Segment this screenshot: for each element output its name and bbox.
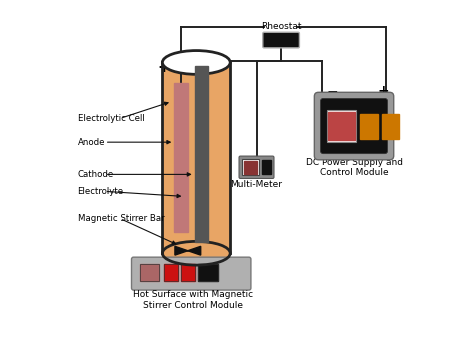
Bar	[181, 264, 195, 281]
Polygon shape	[175, 246, 201, 255]
Bar	[198, 264, 219, 281]
Bar	[360, 114, 378, 139]
Text: Electrolyte: Electrolyte	[78, 187, 124, 196]
Text: −: −	[326, 84, 338, 98]
Text: Cathode: Cathode	[78, 170, 114, 179]
Bar	[382, 114, 399, 139]
Text: +: +	[377, 84, 389, 98]
FancyBboxPatch shape	[239, 156, 274, 179]
Text: DC Power Supply and
Control Module: DC Power Supply and Control Module	[306, 158, 402, 177]
Bar	[174, 83, 188, 232]
FancyBboxPatch shape	[131, 257, 251, 290]
Bar	[242, 159, 258, 175]
Ellipse shape	[163, 241, 230, 265]
Text: Electrolytic Cell: Electrolytic Cell	[78, 114, 144, 123]
Text: +: +	[158, 60, 171, 75]
FancyBboxPatch shape	[320, 98, 388, 154]
Bar	[164, 264, 178, 281]
Text: −: −	[196, 67, 209, 82]
Bar	[140, 264, 159, 281]
Text: Hot Surface with Magnetic
Stirrer Control Module: Hot Surface with Magnetic Stirrer Contro…	[133, 290, 253, 310]
Bar	[181, 264, 195, 281]
Ellipse shape	[163, 51, 230, 74]
Bar	[164, 264, 178, 281]
FancyBboxPatch shape	[263, 32, 300, 48]
Bar	[198, 264, 219, 281]
Text: Multi-Meter: Multi-Meter	[230, 180, 283, 189]
Text: Anode: Anode	[78, 138, 105, 147]
Bar	[140, 264, 159, 281]
Bar	[195, 66, 208, 242]
Bar	[244, 160, 257, 174]
Text: Rheostat: Rheostat	[261, 22, 301, 31]
FancyBboxPatch shape	[314, 92, 394, 160]
Text: Magnetic Stirrer Bar: Magnetic Stirrer Bar	[78, 214, 164, 223]
Bar	[328, 112, 355, 140]
Bar	[163, 68, 230, 253]
Bar	[262, 160, 271, 174]
Bar	[327, 110, 356, 142]
